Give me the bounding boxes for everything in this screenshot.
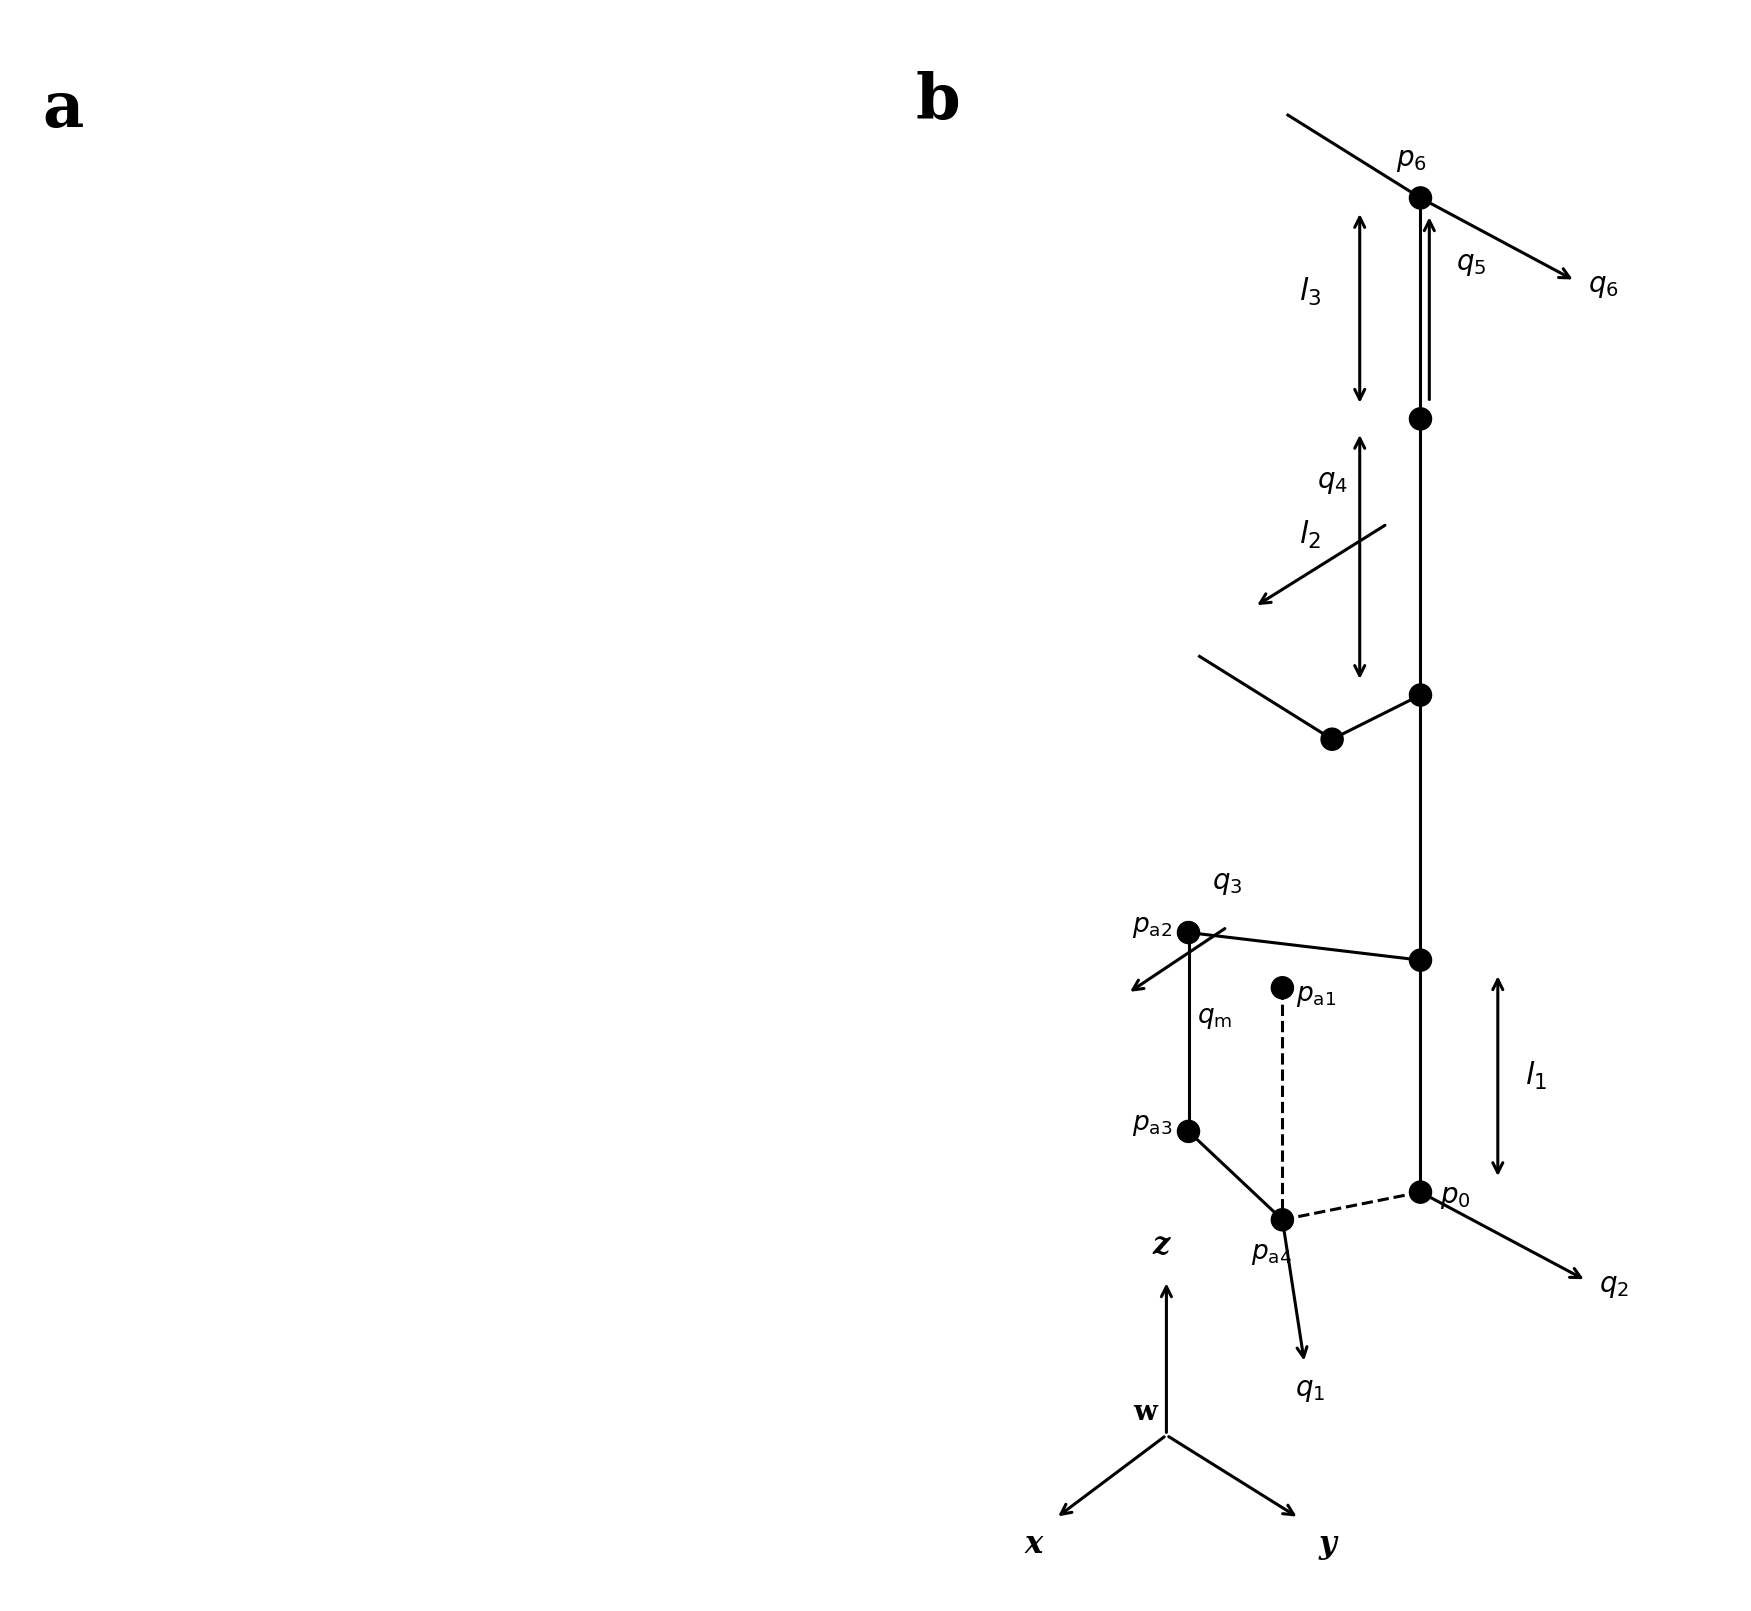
Circle shape xyxy=(1410,685,1432,706)
Text: a: a xyxy=(42,79,84,140)
Text: $p_\mathrm{a4}$: $p_\mathrm{a4}$ xyxy=(1250,1242,1292,1266)
Circle shape xyxy=(1410,949,1432,971)
Circle shape xyxy=(1177,921,1199,944)
Text: $p_0$: $p_0$ xyxy=(1441,1184,1471,1211)
Text: $p_\mathrm{a1}$: $p_\mathrm{a1}$ xyxy=(1296,984,1336,1008)
Text: b: b xyxy=(916,71,960,132)
Circle shape xyxy=(1271,1208,1294,1231)
Text: $q_3$: $q_3$ xyxy=(1212,870,1243,897)
Circle shape xyxy=(1410,187,1432,209)
Text: $l_1$: $l_1$ xyxy=(1525,1060,1548,1092)
Text: $p_\mathrm{a3}$: $p_\mathrm{a3}$ xyxy=(1131,1113,1171,1139)
Circle shape xyxy=(1410,1181,1432,1203)
Circle shape xyxy=(1177,1120,1199,1142)
Text: $q_2$: $q_2$ xyxy=(1599,1273,1630,1300)
Text: $l_3$: $l_3$ xyxy=(1299,275,1322,308)
Text: y: y xyxy=(1319,1529,1336,1559)
Text: x: x xyxy=(1024,1529,1042,1559)
Circle shape xyxy=(1320,728,1343,751)
Text: $p_6$: $p_6$ xyxy=(1396,147,1427,174)
Text: z: z xyxy=(1152,1229,1170,1261)
Text: $q_1$: $q_1$ xyxy=(1296,1377,1326,1403)
Circle shape xyxy=(1410,408,1432,430)
Text: $l_2$: $l_2$ xyxy=(1299,519,1320,551)
Text: $q_4$: $q_4$ xyxy=(1317,469,1348,496)
Text: $q_\mathrm{m}$: $q_\mathrm{m}$ xyxy=(1198,1007,1233,1031)
Text: $q_5$: $q_5$ xyxy=(1455,251,1487,277)
Text: $p_\mathrm{a2}$: $p_\mathrm{a2}$ xyxy=(1131,915,1171,939)
Text: $q_6$: $q_6$ xyxy=(1588,272,1620,300)
Circle shape xyxy=(1271,976,1294,999)
Text: w: w xyxy=(1133,1400,1157,1426)
